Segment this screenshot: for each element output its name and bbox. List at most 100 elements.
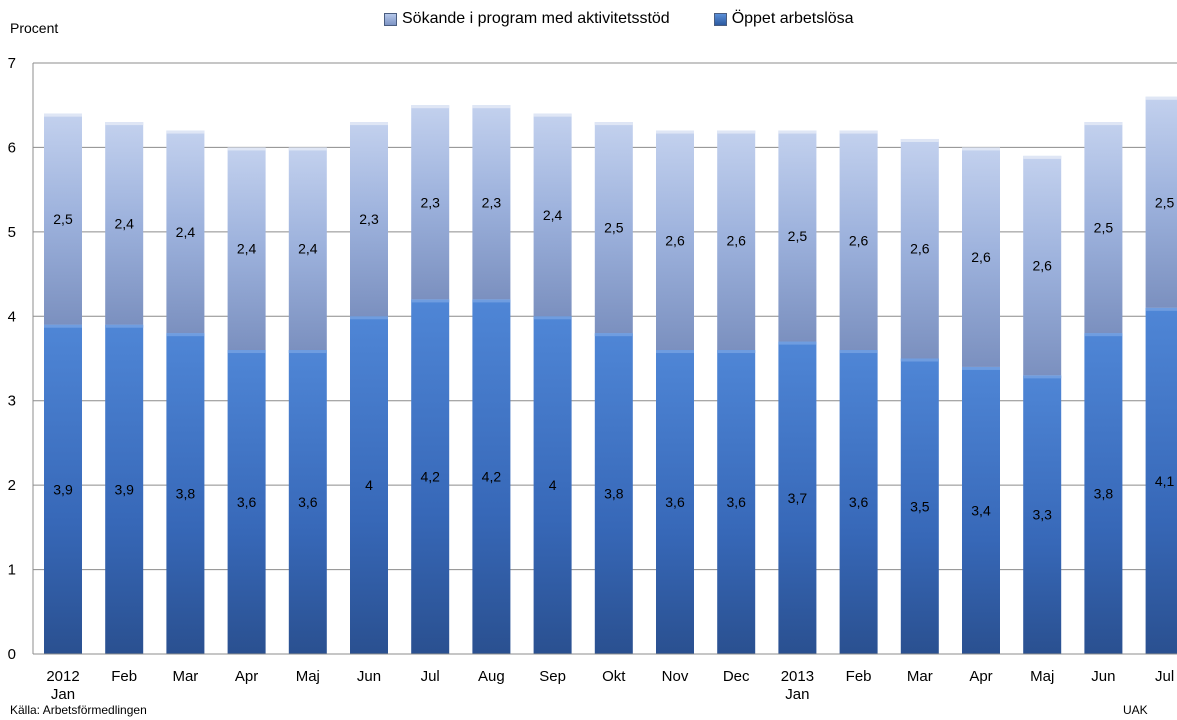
bar-open-unemployed (778, 341, 817, 654)
legend-label-open-unemployed: Öppet arbetslösa (731, 10, 854, 27)
x-tick-label: Feb (111, 668, 137, 685)
data-label-program: 2,4 (543, 207, 563, 223)
legend-label-program: Sökande i program med aktivitetsstöd (402, 10, 670, 27)
data-label-open-unemployed: 4 (365, 477, 373, 493)
x-tick-label: Jun (1091, 668, 1115, 685)
bar-program (594, 122, 633, 334)
credit-note: UAK (1123, 703, 1148, 717)
bar-program (839, 130, 878, 351)
data-label-program: 2,6 (910, 241, 930, 257)
bar-program (166, 130, 205, 334)
bar-open-unemployed-top-edge (288, 350, 327, 354)
bar-open-unemployed (1084, 333, 1123, 654)
x-tick-label: Mar (172, 668, 198, 685)
bar-program-top-edge (411, 105, 450, 109)
bar-open-unemployed-top-edge (411, 299, 450, 303)
bar-open-unemployed-top-edge (778, 341, 817, 345)
bar-open-unemployed-top-edge (839, 350, 878, 354)
x-tick-label: Feb (846, 668, 872, 685)
bar-open-unemployed (472, 299, 511, 654)
bar-program (411, 105, 450, 300)
bar-program (472, 105, 511, 300)
bar-program (44, 113, 82, 325)
bar-program-top-edge (1023, 155, 1062, 159)
x-tick-label: Apr (235, 668, 258, 685)
x-tick-label: Nov (662, 668, 689, 685)
bar-open-unemployed (227, 350, 266, 654)
data-label-open-unemployed: 4 (549, 477, 557, 493)
y-tick-label: 1 (8, 562, 16, 579)
y-tick-label: 4 (8, 308, 16, 325)
y-tick-label: 7 (8, 55, 16, 72)
bar-open-unemployed (166, 333, 205, 654)
bar-program-top-edge (166, 130, 205, 134)
data-label-program: 2,3 (482, 194, 502, 210)
bar-open-unemployed (350, 316, 388, 654)
x-tick-label: Dec (723, 668, 750, 685)
data-label-open-unemployed: 3,6 (298, 494, 318, 510)
bar-program (105, 122, 144, 325)
bar-open-unemployed-top-edge (1084, 333, 1123, 337)
x-tick-label: 2013 (781, 668, 814, 685)
data-label-program: 2,5 (604, 220, 624, 236)
bar-program (717, 130, 756, 351)
bar-program (227, 147, 266, 351)
bar-program-top-edge (778, 130, 817, 134)
data-label-open-unemployed: 3,6 (665, 494, 685, 510)
data-label-open-unemployed: 4,1 (1155, 473, 1175, 489)
bar-program-top-edge (1084, 122, 1123, 126)
source-note: Källa: Arbetsförmedlingen (10, 703, 147, 717)
data-label-open-unemployed: 3,8 (1094, 486, 1114, 502)
bar-program (656, 130, 694, 351)
x-tick-label: Jun (357, 668, 381, 685)
x-tick-label: Jan (785, 686, 809, 703)
data-label-program: 2,3 (359, 211, 379, 227)
bar-program-top-edge (44, 113, 82, 117)
data-label-open-unemployed: 3,6 (849, 494, 869, 510)
y-tick-label: 6 (8, 139, 16, 156)
bar-open-unemployed-top-edge (105, 324, 144, 328)
bar-program (962, 147, 1000, 367)
data-label-program: 2,5 (1094, 220, 1114, 236)
bar-open-unemployed-top-edge (717, 350, 756, 354)
legend: Sökande i program med aktivitetsstöd Öpp… (384, 10, 854, 28)
bar-program (1145, 96, 1177, 308)
bar-open-unemployed (839, 350, 878, 654)
bar-open-unemployed (44, 324, 82, 654)
data-label-program: 2,6 (1032, 258, 1052, 274)
bar-program (350, 122, 388, 317)
x-tick-label: Maj (296, 668, 320, 685)
bar-open-unemployed (288, 350, 327, 654)
x-tick-label: Sep (539, 668, 566, 685)
data-label-open-unemployed: 4,2 (420, 469, 440, 485)
bar-open-unemployed (900, 358, 939, 654)
bar-open-unemployed-top-edge (594, 333, 633, 337)
bar-program (288, 147, 327, 351)
data-label-program: 2,6 (665, 232, 685, 248)
data-label-program: 2,6 (849, 232, 869, 248)
bar-open-unemployed (411, 299, 450, 654)
bar-open-unemployed-top-edge (900, 358, 939, 362)
bar-program-top-edge (533, 113, 572, 117)
data-label-open-unemployed: 3,6 (726, 494, 746, 510)
x-tick-label: Maj (1030, 668, 1054, 685)
data-label-program: 2,5 (53, 211, 73, 227)
y-tick-label: 0 (8, 646, 16, 663)
x-tick-label: 2012 (46, 668, 79, 685)
data-label-open-unemployed: 3,4 (971, 502, 991, 518)
bar-open-unemployed-top-edge (962, 366, 1000, 370)
bar-program-top-edge (1145, 96, 1177, 100)
legend-swatch-program (384, 12, 397, 26)
bar-open-unemployed-top-edge (44, 324, 82, 328)
bar-open-unemployed-top-edge (166, 333, 205, 337)
data-label-program: 2,4 (176, 224, 196, 240)
bar-program-top-edge (227, 147, 266, 151)
data-label-program: 2,5 (1155, 194, 1175, 210)
bar-program-top-edge (962, 147, 1000, 151)
data-label-open-unemployed: 3,3 (1032, 507, 1052, 523)
data-label-program: 2,4 (237, 241, 257, 257)
x-tick-label: Jul (1155, 668, 1174, 685)
bar-program-top-edge (717, 130, 756, 134)
bar-program-top-edge (594, 122, 633, 126)
